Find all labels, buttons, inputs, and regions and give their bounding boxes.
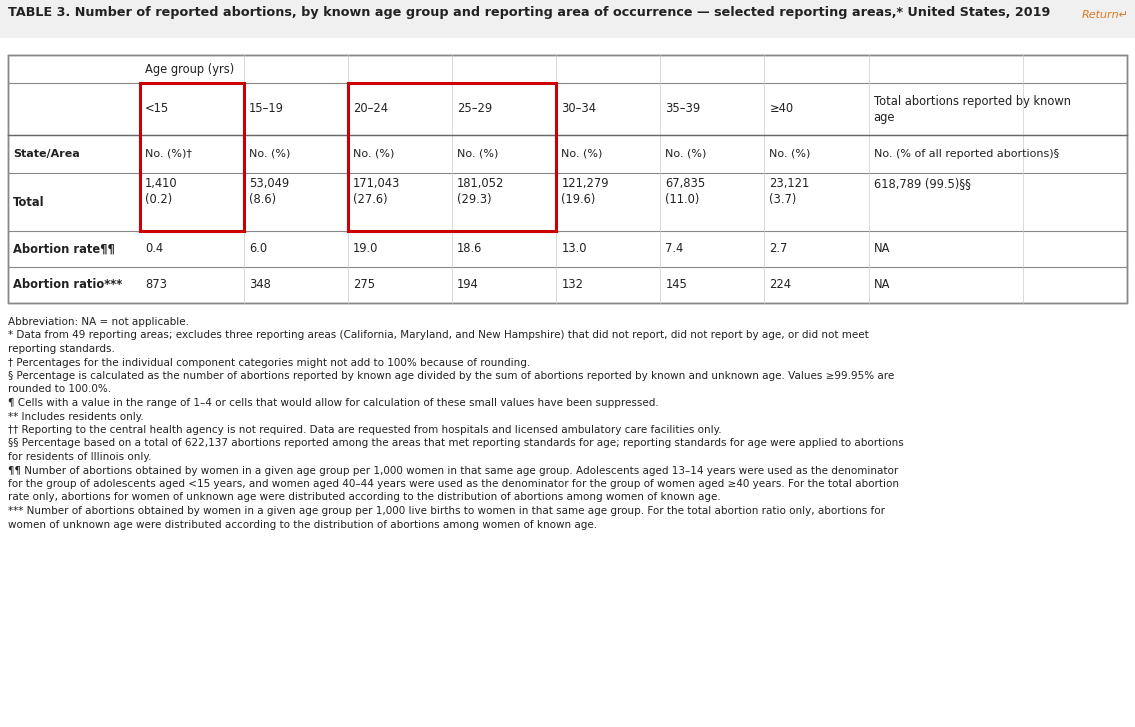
Text: 35–39: 35–39 xyxy=(665,103,700,116)
Text: for the group of adolescents aged <15 years, and women aged 40–44 years were use: for the group of adolescents aged <15 ye… xyxy=(8,479,899,489)
Text: † Percentages for the individual component categories might not add to 100% beca: † Percentages for the individual compone… xyxy=(8,358,530,368)
Text: ** Includes residents only.: ** Includes residents only. xyxy=(8,411,144,422)
Text: for residents of Illinois only.: for residents of Illinois only. xyxy=(8,452,151,462)
Text: 20–24: 20–24 xyxy=(353,103,388,116)
Bar xyxy=(8,55,1127,303)
Text: No. (%): No. (%) xyxy=(457,149,498,159)
Text: §§ Percentage based on a total of 622,137 abortions reported among the areas tha: §§ Percentage based on a total of 622,13… xyxy=(8,438,903,449)
Text: 2.7: 2.7 xyxy=(770,243,788,255)
Text: 67,835
(11.0): 67,835 (11.0) xyxy=(665,177,706,206)
Text: No. (%): No. (%) xyxy=(249,149,291,159)
Text: Abortion ratio***: Abortion ratio*** xyxy=(12,278,123,292)
Text: ≥40: ≥40 xyxy=(770,103,793,116)
Text: 23,121
(3.7): 23,121 (3.7) xyxy=(770,177,809,206)
Text: 181,052
(29.3): 181,052 (29.3) xyxy=(457,177,505,206)
Text: 0.4: 0.4 xyxy=(145,243,163,255)
Text: rounded to 100.0%.: rounded to 100.0%. xyxy=(8,385,111,395)
Text: Total abortions reported by known
age: Total abortions reported by known age xyxy=(874,95,1070,124)
Text: NA: NA xyxy=(874,278,890,292)
Text: No. (%): No. (%) xyxy=(665,149,707,159)
Text: No. (%): No. (%) xyxy=(353,149,395,159)
Text: 275: 275 xyxy=(353,278,376,292)
Text: 145: 145 xyxy=(665,278,688,292)
Text: * Data from 49 reporting areas; excludes three reporting areas (California, Mary: * Data from 49 reporting areas; excludes… xyxy=(8,331,868,340)
Text: rate only, abortions for women of unknown age were distributed according to the : rate only, abortions for women of unknow… xyxy=(8,492,721,502)
Text: *** Number of abortions obtained by women in a given age group per 1,000 live bi: *** Number of abortions obtained by wome… xyxy=(8,506,885,516)
Text: 30–34: 30–34 xyxy=(562,103,596,116)
Text: Abortion rate¶¶: Abortion rate¶¶ xyxy=(12,243,115,255)
Text: 6.0: 6.0 xyxy=(249,243,267,255)
Text: 25–29: 25–29 xyxy=(457,103,493,116)
Text: reporting standards.: reporting standards. xyxy=(8,344,115,354)
Text: No. (% of all reported abortions)§: No. (% of all reported abortions)§ xyxy=(874,149,1059,159)
Text: 171,043
(27.6): 171,043 (27.6) xyxy=(353,177,401,206)
Text: Total: Total xyxy=(12,196,44,209)
Text: 13.0: 13.0 xyxy=(562,243,587,255)
Text: 618,789 (99.5)§§: 618,789 (99.5)§§ xyxy=(874,177,970,190)
Text: 7.4: 7.4 xyxy=(665,243,683,255)
Text: 1,410
(0.2): 1,410 (0.2) xyxy=(145,177,178,206)
Text: Abbreviation: NA = not applicable.: Abbreviation: NA = not applicable. xyxy=(8,317,190,327)
Text: No. (%)†: No. (%)† xyxy=(145,149,192,159)
Text: Return↵: Return↵ xyxy=(1082,10,1129,20)
Text: 873: 873 xyxy=(145,278,167,292)
Text: ¶¶ Number of abortions obtained by women in a given age group per 1,000 women in: ¶¶ Number of abortions obtained by women… xyxy=(8,465,898,475)
Text: 348: 348 xyxy=(249,278,271,292)
Text: § Percentage is calculated as the number of abortions reported by known age divi: § Percentage is calculated as the number… xyxy=(8,371,894,381)
Text: ¶ Cells with a value in the range of 1–4 or cells that would allow for calculati: ¶ Cells with a value in the range of 1–4… xyxy=(8,398,658,408)
Text: 132: 132 xyxy=(562,278,583,292)
Text: 224: 224 xyxy=(770,278,791,292)
Text: State/Area: State/Area xyxy=(12,149,79,159)
Text: NA: NA xyxy=(874,243,890,255)
Text: 19.0: 19.0 xyxy=(353,243,379,255)
Text: 18.6: 18.6 xyxy=(457,243,482,255)
Text: 15–19: 15–19 xyxy=(249,103,284,116)
Text: 194: 194 xyxy=(457,278,479,292)
Text: women of unknown age were distributed according to the distribution of abortions: women of unknown age were distributed ac… xyxy=(8,520,597,529)
Bar xyxy=(140,83,244,231)
Text: No. (%): No. (%) xyxy=(562,149,603,159)
Text: 121,279
(19.6): 121,279 (19.6) xyxy=(562,177,608,206)
Text: TABLE 3. Number of reported abortions, by known age group and reporting area of : TABLE 3. Number of reported abortions, b… xyxy=(8,6,1050,19)
Text: Age group (yrs): Age group (yrs) xyxy=(145,63,234,76)
Bar xyxy=(348,83,556,231)
Text: †† Reporting to the central health agency is not required. Data are requested fr: †† Reporting to the central health agenc… xyxy=(8,425,722,435)
Text: <15: <15 xyxy=(145,103,169,116)
Text: No. (%): No. (%) xyxy=(770,149,810,159)
Text: 53,049
(8.6): 53,049 (8.6) xyxy=(249,177,289,206)
Bar xyxy=(0,0,1135,38)
